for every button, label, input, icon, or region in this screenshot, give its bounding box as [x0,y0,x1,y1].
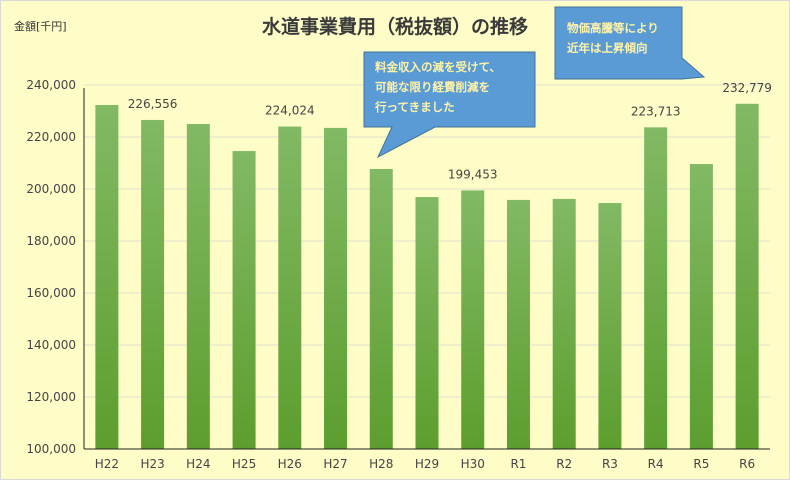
bar-H23 [141,119,165,449]
y-tick-label: 180,000 [26,234,76,248]
bar-R6 [735,103,759,449]
y-axis-label: 金額[千円] [14,20,67,33]
y-tick-label: 160,000 [26,286,76,300]
x-tick-label: R2 [556,457,572,471]
y-tick-label: 220,000 [26,130,76,144]
x-tick-label: R5 [693,457,709,471]
y-tick-label: 120,000 [26,390,76,404]
x-tick-label: H30 [461,457,485,471]
x-tick-label: H23 [140,457,164,471]
x-tick-label: H26 [278,457,302,471]
x-tick-label: H28 [369,457,393,471]
bar-R2 [552,198,576,449]
annotation-line: 可能な限り経費削減を [375,80,490,94]
data-label: 226,556 [128,97,178,111]
x-tick-label: R1 [510,457,526,471]
bar-R4 [644,127,668,450]
bar-H24 [186,124,210,449]
annotation-line: 行ってきました [375,100,455,114]
bar-H27 [324,127,348,450]
data-label: 223,713 [631,104,681,118]
annotation-line: 近年は上昇傾向 [567,41,648,55]
y-tick-label: 240,000 [26,78,76,92]
annotation-cost-reduction: 料金収入の減を受けて、 可能な限り経費削減を 行ってきました [375,57,501,117]
x-tick-label: R3 [602,457,618,471]
x-tick-label: H25 [232,457,256,471]
callout-box [363,51,536,159]
data-label: 199,453 [448,167,498,181]
annotation-price-rise: 物価高騰等により 近年は上昇傾向 [567,18,659,58]
x-tick-label: H29 [415,457,439,471]
annotation-line: 料金収入の減を受けて、 [375,60,501,74]
y-tick-label: 100,000 [26,442,76,456]
bar-H29 [415,197,439,449]
y-tick-label: 140,000 [26,338,76,352]
bar-H22 [95,105,119,450]
data-label: 232,779 [722,81,772,95]
annotation-line: 物価高騰等により [567,21,659,35]
x-tick-label: R6 [739,457,755,471]
callout-box [554,6,706,80]
bar-H26 [278,126,302,449]
bar-R1 [506,199,530,449]
x-tick-label: R4 [648,457,664,471]
bar-R5 [689,164,713,450]
data-label: 224,024 [265,104,315,118]
y-tick-label: 200,000 [26,182,76,196]
x-tick-label: H24 [186,457,210,471]
chart-title: 水道事業費用（税抜額）の推移 [261,16,528,38]
x-tick-label: H27 [323,457,347,471]
x-tick-label: H22 [95,457,119,471]
bar-H30 [461,190,485,450]
bar-H25 [232,151,256,450]
bar-H28 [369,168,393,450]
bar-R3 [598,203,622,449]
